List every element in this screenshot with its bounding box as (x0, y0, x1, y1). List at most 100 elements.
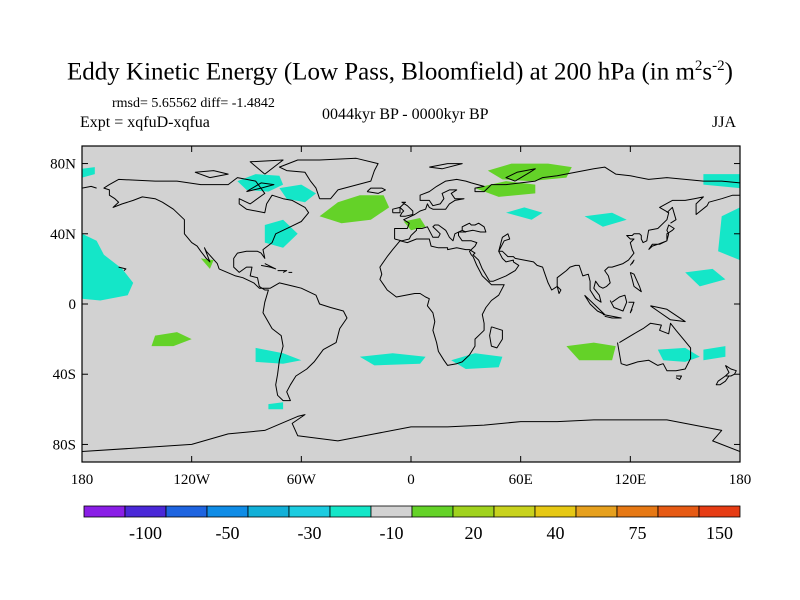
coastline-17 (629, 271, 642, 293)
coastline-13 (602, 314, 622, 319)
chart-title: Eddy Kinetic Energy (Low Pass, Bloomfiel… (0, 58, 800, 86)
coastline-29 (429, 163, 463, 170)
colorbar-bin (288, 505, 331, 518)
coastline-1 (278, 157, 379, 200)
anomaly-n-atlantic (319, 195, 390, 224)
colorbar-bin (370, 505, 413, 518)
anomaly-s-america (255, 347, 302, 364)
anomaly-siberia-mid (475, 181, 536, 197)
anomaly-ne-pacific (82, 254, 104, 269)
coastline-25 (249, 159, 284, 175)
period-label: 0044kyr BP - 0000kyr BP (322, 106, 489, 123)
coastline-16 (650, 305, 686, 323)
coastline-31 (118, 266, 127, 271)
anomaly-europe-small (403, 218, 426, 231)
coastline-14 (609, 294, 628, 312)
coastline-12 (584, 294, 606, 315)
coastline-21 (675, 375, 682, 380)
coastline-22 (724, 364, 737, 377)
colorbar-bin (493, 505, 536, 518)
x-tick-label: 0 (407, 472, 415, 488)
anomaly-sw-pacific (703, 346, 726, 361)
y-tick-label: 40N (50, 227, 76, 243)
title-sup-2: -2 (712, 58, 725, 74)
coastline-23 (715, 375, 730, 386)
coastline-9 (498, 233, 511, 252)
anomaly-nw-atlantic (279, 184, 316, 203)
y-tick-label: 80S (53, 437, 76, 453)
y-tick-label: 40S (53, 367, 76, 383)
experiment-label: Expt = xqfuD-xqfua (80, 114, 210, 131)
x-tick-label: 120E (614, 472, 646, 488)
colorbar-bin (534, 505, 577, 518)
colorbar-bin (657, 505, 700, 518)
x-tick-label: 180 (71, 472, 94, 488)
x-tick-label: 60W (287, 472, 317, 488)
colorbar-bin (411, 505, 454, 518)
coastline-28 (505, 168, 536, 182)
coastline-2 (366, 187, 386, 194)
coastline-11 (556, 286, 562, 294)
season-label: JJA (712, 114, 737, 131)
title-text: Eddy Kinetic Energy (Low Pass, Bloomfiel… (67, 58, 695, 86)
colorbar-label: -50 (216, 523, 240, 543)
anomaly-n-pacific-west (82, 167, 95, 178)
colorbar-bin (329, 505, 372, 518)
anomaly-australia-east (657, 347, 700, 362)
colorbar-bin (83, 505, 126, 518)
map-background (82, 146, 740, 462)
coastline-5 (394, 166, 740, 239)
anomaly-s-africa (451, 353, 503, 369)
title-sup-1: 2 (694, 58, 703, 74)
anomaly-s-atlantic (359, 353, 426, 366)
coastline-24 (82, 414, 740, 452)
coastline-8 (460, 229, 467, 233)
anomaly-s-indian-ocean (566, 342, 616, 361)
y-tick-label: 0 (69, 297, 77, 313)
colorbar-label: 75 (629, 523, 647, 543)
x-tick-label: 60E (509, 472, 533, 488)
coastline-33 (277, 270, 288, 273)
x-tick-label: 120W (173, 472, 211, 488)
anomaly-mexico (200, 258, 214, 269)
colorbar-bin (206, 505, 249, 518)
coastline-32 (261, 263, 277, 270)
colorbar-label: -10 (380, 523, 404, 543)
anomaly-w-pacific-low (685, 268, 726, 287)
coastline-4 (392, 206, 401, 214)
anomaly-central-asia (506, 207, 543, 220)
anomaly-w-pacific-mid (718, 207, 740, 261)
map-panel: 180 120W 60W 0 60E 120E 180 80N 40N 0 40S 80S (50, 145, 752, 488)
colorbar-label: 40 (547, 523, 565, 543)
colorbar-label: -100 (129, 523, 162, 543)
colorbar-bin (165, 505, 208, 518)
colorbar: -100 -50 -30 -10 20 40 75 150 (83, 505, 741, 543)
anomaly-e-pacific (82, 233, 134, 301)
coastline-30 (666, 206, 677, 224)
coastline-10 (489, 326, 503, 349)
coastline-7 (379, 194, 740, 366)
colorbar-bin (452, 505, 495, 518)
coastline-27 (246, 182, 275, 193)
colorbar-bin (247, 505, 290, 518)
coastline-6 (82, 185, 97, 189)
colorbar-bin (616, 505, 659, 518)
coastline-18 (629, 259, 635, 266)
coastline-15 (628, 301, 635, 314)
anomaly-s-pacific (151, 332, 192, 347)
colorbar-label: 150 (706, 523, 733, 543)
coastline-0 (103, 177, 348, 402)
coastline-19 (648, 224, 675, 250)
x-tick-label: 180 (729, 472, 752, 488)
colorbar-label: 20 (465, 523, 483, 543)
stats-text: rmsd= 5.65562 diff= -1.4842 (112, 96, 275, 111)
anomaly-drake (268, 402, 284, 410)
title-end: ) (724, 58, 733, 86)
colorbar-bin (124, 505, 167, 518)
coastline-26 (194, 170, 229, 179)
y-tick-label: 80N (50, 157, 76, 173)
coastline-3 (399, 201, 414, 217)
coastline-20 (617, 322, 692, 372)
colorbar-label: -30 (298, 523, 322, 543)
